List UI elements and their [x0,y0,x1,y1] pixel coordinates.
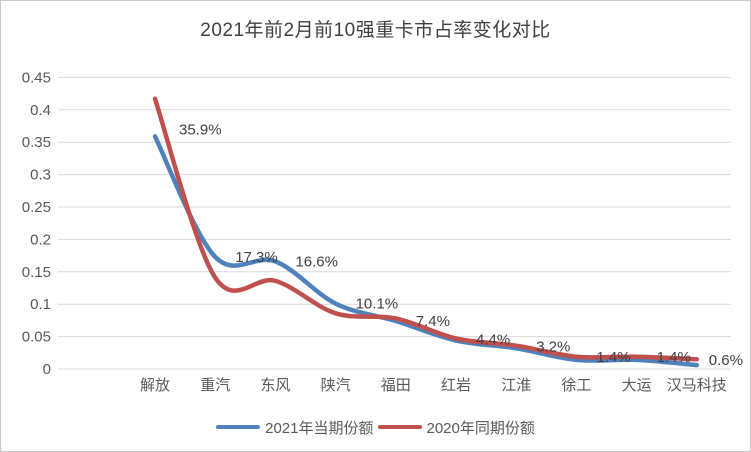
x-axis-category-label: 大运 [622,377,652,394]
y-axis-tick-label: 0.4 [30,102,51,119]
chart-title: 2021年前2月前10强重卡市占率变化对比 [200,20,551,41]
series-line-2020 [152,96,700,362]
x-axis-category-label: 福田 [381,377,411,394]
data-label: 3.2% [536,338,570,355]
data-label: 10.1% [356,296,399,313]
legend-item-2020: 2020年同期份额 [377,417,535,438]
y-axis-tick-label: 0.35 [22,134,51,151]
chart-legend: 2021年当期份额 2020年同期份额 [1,415,750,439]
x-axis-category-label: 红岩 [441,377,471,394]
x-axis-category-label: 陕汽 [321,377,351,394]
data-label: 16.6% [295,253,338,270]
data-label: 1.4% [596,349,630,366]
y-axis-tick-label: 0.1 [30,296,51,313]
legend-item-2021: 2021年当期份额 [216,417,374,438]
y-axis-tick-label: 0.3 [30,167,51,184]
data-label: 7.4% [416,313,450,330]
x-axis-category-label: 江淮 [501,377,531,394]
series-line-2021 [152,134,700,368]
legend-label-2021: 2021年当期份额 [265,419,374,437]
y-axis-tick-label: 0.25 [22,199,51,216]
y-axis-tick-label: 0.45 [22,69,51,86]
y-axis-tick-label: 0.15 [22,264,51,281]
y-axis-tick-label: 0.2 [30,231,51,248]
data-label: 4.4% [476,331,510,348]
data-label: 35.9% [179,121,222,138]
x-axis-category-label: 解放 [140,377,170,394]
legend-line-swatch-2020 [377,425,422,429]
legend-line-swatch-2021 [216,425,261,429]
y-axis-tick-label: 0 [43,361,51,378]
x-axis-category-label: 徐工 [561,377,591,394]
y-axis-tick-label: 0.05 [22,329,51,346]
x-axis-category-label: 重汽 [200,377,230,394]
data-label: 1.4% [657,349,691,366]
x-axis-category-label: 东风 [260,377,290,394]
legend-label-2020: 2020年同期份额 [426,419,535,437]
data-label: 0.6% [709,352,743,369]
x-axis-category-label: 汉马科技 [667,377,727,394]
data-label: 17.3% [235,249,278,266]
